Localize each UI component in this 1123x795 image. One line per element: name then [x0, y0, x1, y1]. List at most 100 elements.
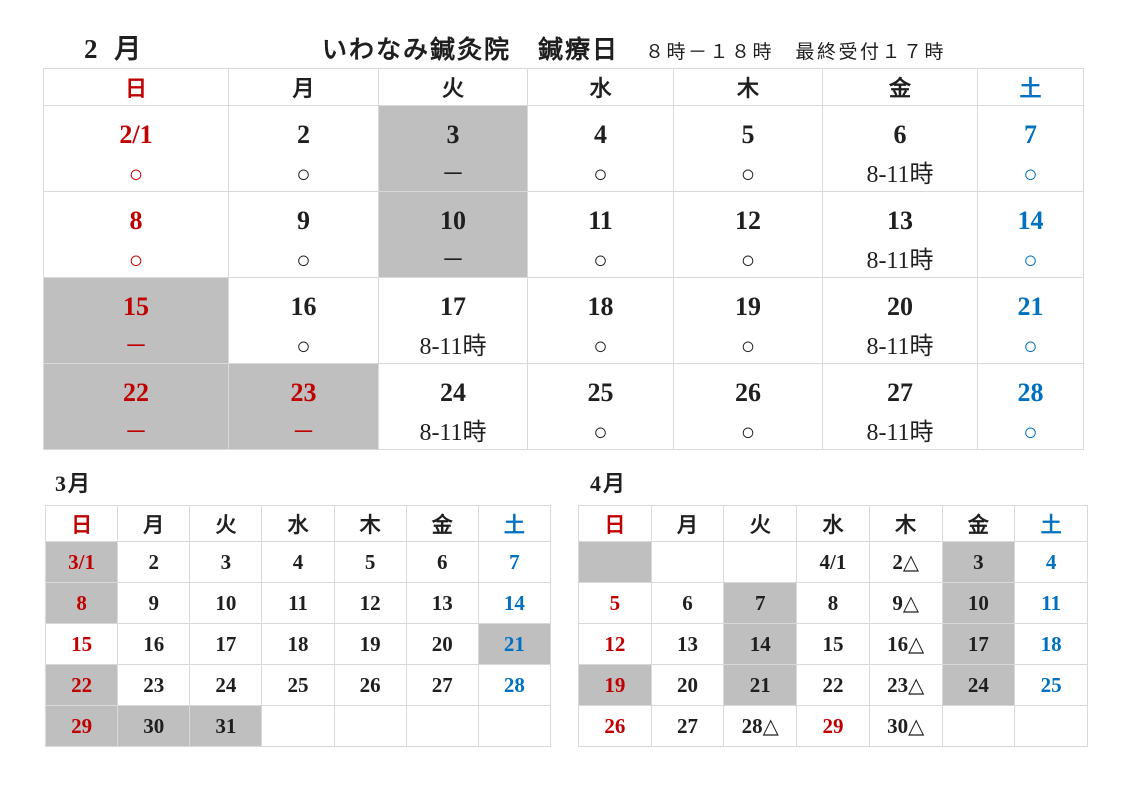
calendar-day-cell: 3: [189, 541, 263, 583]
calendar-day-cell: 9△: [868, 582, 943, 624]
calendar-day-cell: 19: [578, 664, 652, 706]
calendar-week-row: 26 27 28△ 29 30△: [578, 705, 1088, 747]
calendar-day-cell: 27: [650, 705, 725, 747]
calendar-day-cell: 26: [333, 664, 407, 706]
calendar-day-cell: 28 ○: [977, 363, 1084, 450]
date-label: 17: [440, 291, 466, 321]
calendar-day-cell: 23△: [868, 664, 943, 706]
calendar-day-cell: 3 －: [378, 105, 528, 192]
date-label: 2/1: [119, 119, 153, 149]
date-label: 5: [741, 119, 755, 149]
calendar-day-cell: 22: [44, 664, 119, 706]
availability-label: ○: [740, 247, 756, 274]
day-header-tue: 火: [723, 505, 798, 542]
date-label: 26: [735, 377, 761, 407]
calendar-day-cell: 7: [477, 541, 552, 583]
date-label: 20: [887, 291, 913, 321]
availability-label: ○: [593, 333, 608, 360]
calendar-day-cell: 2 ○: [228, 105, 379, 192]
date-label: 12: [735, 205, 761, 235]
calendar-day-cell: 13: [405, 582, 479, 624]
calendar-day-cell: 22 －: [43, 363, 229, 450]
calendar-day-cell: 4: [1014, 541, 1088, 583]
availability-label: ○: [593, 247, 608, 274]
day-header-sat: 土: [1014, 505, 1088, 542]
calendar-week-row: 5 6 7 8 9△ 10 11: [578, 582, 1088, 624]
clinic-title: いわなみ鍼灸院 鍼療日: [322, 37, 620, 64]
calendar-day-cell: 10: [189, 582, 263, 624]
day-header-mon: 月: [650, 505, 725, 542]
availability-label: ○: [740, 333, 756, 360]
calendar-day-cell: 16 ○: [228, 277, 379, 364]
calendar-day-cell: 13 8-11時: [822, 191, 978, 278]
date-label: 4: [594, 119, 607, 149]
day-header-wed: 水: [796, 505, 870, 542]
availability-label: ○: [1023, 333, 1038, 360]
availability-label: ○: [593, 419, 608, 446]
date-label: 15: [123, 291, 149, 321]
calendar-day-cell: 25 ○: [527, 363, 674, 450]
calendar-day-cell: 26: [578, 705, 652, 747]
availability-label: ○: [740, 419, 756, 446]
date-label: 7: [1024, 119, 1037, 149]
date-label: 28: [1017, 377, 1044, 407]
calendar-day-cell: 8 ○: [43, 191, 229, 278]
april-month-label: 4月: [590, 471, 628, 496]
calendar-day-cell: 22: [796, 664, 870, 706]
calendar-day-cell: 24 8-11時: [378, 363, 528, 450]
calendar-day-cell: 7: [723, 582, 798, 624]
calendar-day-cell: 11 ○: [527, 191, 674, 278]
march-calendar: 日月火水木金土 3/1 2 3 4 5 6 7 8 9 10 11 12 13 14 15 16 17 18 19 2…: [44, 505, 552, 747]
date-label: 9: [297, 205, 310, 235]
calendar-day-cell: 5: [578, 582, 652, 624]
calendar-day-cell: [405, 705, 479, 747]
day-header-wed: 水: [261, 505, 335, 542]
availability-label: ○: [1023, 161, 1038, 188]
date-label: 27: [887, 377, 913, 407]
calendar-day-cell: 28△: [723, 705, 798, 747]
day-header-thu: 木: [868, 505, 943, 542]
calendar-day-cell: 14: [723, 623, 798, 665]
calendar-day-cell: 5: [333, 541, 407, 583]
availability-label: －: [441, 247, 465, 274]
day-header-mon: 月: [228, 68, 379, 106]
calendar-day-cell: 12 ○: [673, 191, 823, 278]
calendar-day-cell: 4: [261, 541, 335, 583]
calendar-day-cell: 14: [477, 582, 552, 624]
calendar-day-cell: 11: [261, 582, 335, 624]
calendar-day-cell: 29: [44, 705, 119, 747]
calendar-week-row: 8 9 10 11 12 13 14: [44, 582, 552, 624]
day-header-sat: 土: [977, 68, 1084, 106]
calendar-day-cell: 6: [650, 582, 725, 624]
calendar-week-row: 22 － 23 － 24 8-11時 25 ○ 26 ○ 27 8-11時 28 ○: [43, 363, 1084, 450]
calendar-day-cell: [261, 705, 335, 747]
calendar-day-cell: 20: [405, 623, 479, 665]
calendar-day-cell: 4 ○: [527, 105, 674, 192]
calendar-day-cell: 2: [117, 541, 191, 583]
calendar-week-row: 15 16 17 18 19 20 21: [44, 623, 552, 665]
day-header-thu: 木: [673, 68, 823, 106]
calendar-day-cell: 5 ○: [673, 105, 823, 192]
availability-label: ○: [296, 247, 311, 274]
day-header-fri: 金: [941, 505, 1016, 542]
date-label: 3: [446, 119, 460, 149]
calendar-day-cell: 4/1: [796, 541, 870, 583]
availability-label: －: [291, 419, 316, 446]
day-header-fri: 金: [822, 68, 978, 106]
calendar-day-cell: [723, 541, 798, 583]
calendar-day-cell: 23 －: [228, 363, 379, 450]
calendar-week-row: 29 30 31: [44, 705, 552, 747]
calendar-day-cell: [650, 541, 725, 583]
day-header-sun: 日: [43, 68, 229, 106]
calendar-day-cell: 18: [261, 623, 335, 665]
date-label: 22: [123, 377, 149, 407]
date-label: 6: [893, 119, 907, 149]
calendar-day-cell: 6: [405, 541, 479, 583]
date-label: 2: [297, 119, 310, 149]
calendar-day-cell: 12: [578, 623, 652, 665]
calendar-day-cell: 17: [189, 623, 263, 665]
calendar-day-cell: 3/1: [44, 541, 119, 583]
availability-label: 8-11時: [419, 333, 487, 360]
calendar-week-row: 15 － 16 ○ 17 8-11時 18 ○ 19 ○ 20 8-11時 21 ○: [43, 277, 1084, 364]
availability-label: ○: [128, 247, 144, 274]
